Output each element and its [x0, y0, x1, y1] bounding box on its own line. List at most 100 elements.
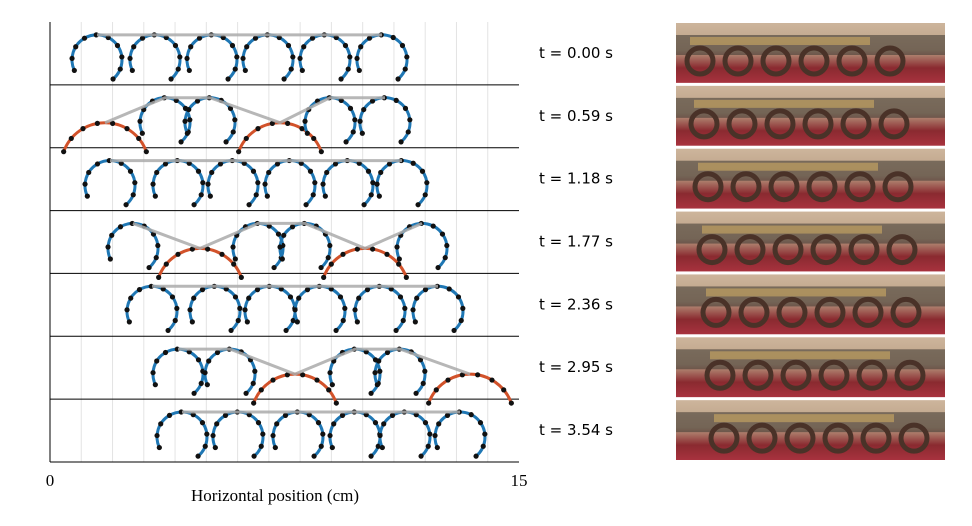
body-link: [132, 221, 423, 251]
joint: [331, 421, 337, 427]
photo-body: [694, 99, 874, 108]
joint: [194, 98, 201, 104]
joint: [198, 380, 204, 386]
joint: [277, 244, 283, 250]
joint: [393, 327, 399, 334]
joint: [81, 35, 88, 41]
joint: [230, 244, 236, 250]
joint: [415, 202, 421, 208]
joint: [432, 432, 438, 439]
joint: [252, 368, 258, 374]
joint: [418, 453, 424, 459]
joint: [422, 287, 429, 293]
joint: [339, 412, 346, 418]
joint: [117, 224, 124, 230]
time-label: t = 0.59 s: [539, 107, 613, 125]
body-link: [178, 347, 471, 376]
joint: [368, 390, 374, 396]
joint: [222, 412, 229, 418]
joint: [312, 180, 318, 186]
leg: [241, 33, 295, 81]
joint: [139, 130, 145, 136]
joint: [289, 224, 296, 230]
joint: [477, 420, 484, 426]
joint: [379, 444, 385, 451]
joint: [94, 161, 101, 167]
photo-leg: [886, 234, 918, 266]
joint: [237, 305, 243, 311]
photo-leg: [704, 359, 736, 391]
joint: [232, 117, 238, 123]
photo-leg: [696, 234, 728, 266]
photo-leg: [768, 171, 800, 203]
joint: [186, 67, 192, 74]
joint: [329, 382, 335, 388]
joint: [352, 117, 358, 123]
joint: [398, 139, 404, 145]
joint: [231, 261, 237, 267]
joint: [480, 443, 486, 449]
joint: [255, 420, 262, 426]
joint: [212, 444, 218, 451]
joint: [80, 126, 86, 132]
joint: [433, 387, 439, 393]
joint: [459, 372, 465, 378]
leg: [433, 410, 487, 458]
joint: [318, 264, 324, 271]
photo-leg: [860, 422, 892, 454]
joint: [150, 370, 156, 376]
joint: [404, 54, 410, 60]
joint: [243, 390, 249, 396]
leg: [411, 284, 465, 332]
joint: [375, 443, 381, 449]
joint: [402, 105, 409, 111]
joint: [214, 349, 221, 356]
joint: [223, 139, 229, 145]
leg: [206, 159, 260, 206]
joint: [420, 380, 426, 386]
joint: [204, 382, 210, 388]
photo-leg: [802, 108, 834, 140]
joint: [82, 181, 88, 187]
joint: [217, 161, 224, 167]
joint: [84, 193, 90, 199]
joint: [390, 34, 396, 41]
leg: [151, 159, 205, 206]
joint: [187, 117, 193, 123]
joint: [303, 202, 309, 208]
joint: [396, 256, 402, 262]
leg: [298, 33, 352, 81]
joint: [131, 44, 137, 50]
joint: [299, 126, 305, 132]
joint: [214, 421, 220, 427]
joint: [407, 117, 413, 123]
joint: [275, 231, 282, 237]
joint: [285, 120, 291, 126]
grid: [49, 22, 519, 463]
joint: [300, 372, 306, 378]
photo-body: [710, 351, 890, 360]
joint: [152, 193, 158, 199]
joint: [364, 287, 371, 293]
joint: [73, 44, 79, 50]
joint: [156, 274, 162, 280]
joint: [281, 232, 287, 238]
joint: [198, 192, 204, 198]
joint: [136, 135, 142, 142]
time-label: t = 1.18 s: [539, 170, 613, 188]
photo-leg: [772, 234, 804, 266]
joint: [354, 55, 360, 62]
joint: [253, 192, 259, 198]
joint: [150, 181, 156, 187]
joint: [310, 192, 316, 198]
photos: [676, 23, 945, 460]
joint: [246, 295, 252, 301]
joint: [162, 349, 169, 356]
joint: [475, 372, 481, 378]
joint: [347, 54, 353, 60]
time-label: t = 2.95 s: [539, 358, 613, 376]
photo-body: [714, 414, 894, 423]
joint: [374, 181, 380, 187]
joint: [329, 444, 335, 451]
joint: [422, 368, 428, 374]
